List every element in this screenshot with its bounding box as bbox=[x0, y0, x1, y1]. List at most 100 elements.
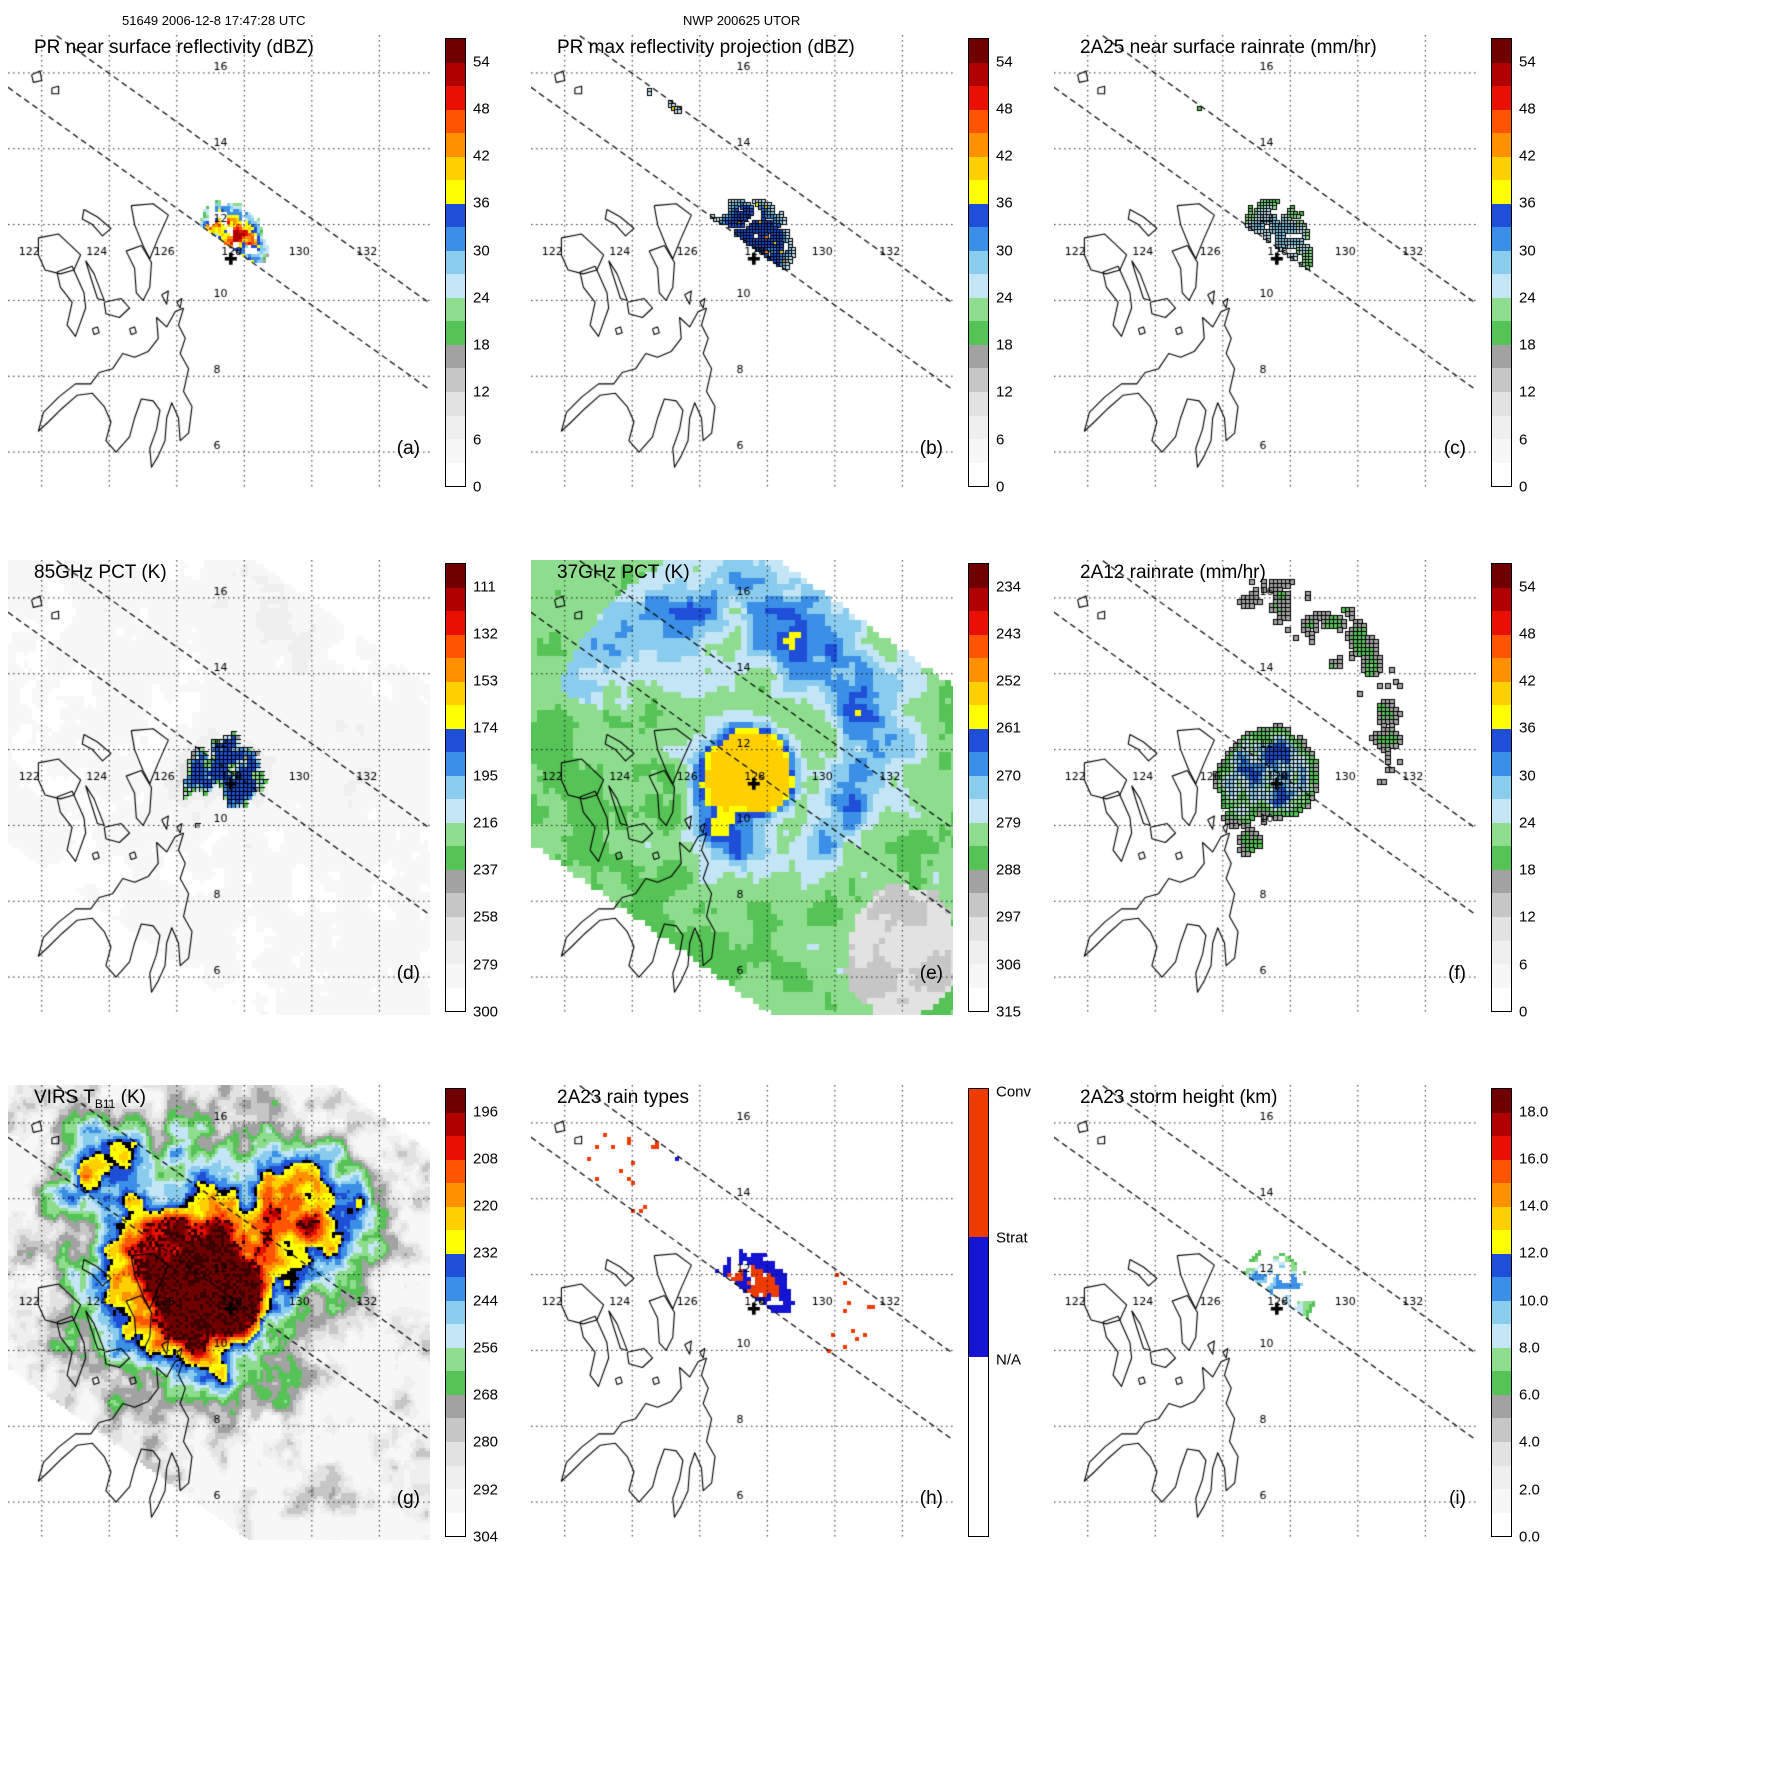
colorbar-tick-label: 4.0 bbox=[1519, 1433, 1540, 1451]
panel-title-text: PR near surface reflectivity (dBZ) bbox=[34, 37, 314, 58]
colorbar-segment bbox=[1492, 39, 1511, 63]
colorbar-tick-label: 12 bbox=[996, 383, 1013, 401]
colorbar-segment bbox=[1492, 1465, 1511, 1490]
colorbar-segment bbox=[1492, 344, 1511, 369]
panel-c: 2A25 near surface rainrate (mm/hr) (c) 54 4… bbox=[1054, 35, 1584, 505]
colorbar-tick-label: Conv bbox=[996, 1083, 1032, 1101]
colorbar-segment bbox=[969, 109, 988, 134]
colorbar-tick-label: 256 bbox=[473, 1339, 499, 1357]
colorbar-segment bbox=[446, 391, 465, 416]
colorbar-tick-label: 132 bbox=[473, 625, 499, 643]
colorbar-tick-label: 216 bbox=[473, 814, 499, 832]
colorbar-tick-label: 12.0 bbox=[1519, 1244, 1549, 1262]
colorbar-segment bbox=[969, 775, 988, 800]
panel-title: 2A23 storm height (km) bbox=[1080, 1087, 1277, 1111]
colorbar-tick-label: 30 bbox=[1519, 242, 1536, 260]
panel-title-text: 2A12 rainrate (mm/hr) bbox=[1080, 562, 1266, 583]
colorbar-segment bbox=[1492, 439, 1511, 463]
colorbar-segment bbox=[1492, 964, 1511, 988]
panel-letter: (h) bbox=[919, 1488, 943, 1509]
panel-title-text: 2A23 rain types bbox=[557, 1087, 690, 1108]
colorbar-segment bbox=[1492, 1253, 1511, 1278]
panel-title-subscript: B11 bbox=[94, 1096, 116, 1111]
colorbar-tick-label: 24 bbox=[473, 289, 490, 307]
colorbar-segment bbox=[446, 587, 465, 612]
colorbar-segment bbox=[446, 439, 465, 463]
panel-title-text: VIRS T bbox=[34, 1087, 95, 1108]
colorbar-segment bbox=[969, 156, 988, 181]
colorbar-tick-label: 196 bbox=[473, 1103, 499, 1121]
colorbar-segment bbox=[446, 1277, 465, 1301]
panel-letter: (c) bbox=[1443, 438, 1466, 459]
panel-title: 2A12 rainrate (mm/hr) bbox=[1080, 562, 1266, 586]
colorbar-tick-label: 111 bbox=[473, 578, 496, 596]
colorbar-tick-label: 24 bbox=[1519, 814, 1536, 832]
colorbar-segment bbox=[446, 1371, 465, 1395]
colorbar-tick-label: 12 bbox=[473, 383, 490, 401]
map-canvas-h bbox=[531, 1085, 953, 1540]
colorbar-segment bbox=[446, 1183, 465, 1207]
colorbar-segment bbox=[446, 611, 465, 635]
colorbar-segment bbox=[1492, 1394, 1511, 1419]
colorbar-segment bbox=[969, 822, 988, 847]
colorbar-segment bbox=[446, 274, 465, 298]
colorbar-tick-label: 288 bbox=[996, 861, 1022, 879]
colorbar-segment bbox=[446, 86, 465, 110]
panel-g: VIRS TB11 (K) (g) 196 208 220 232 244 256 268 280… bbox=[8, 1085, 538, 1555]
colorbar-segment bbox=[969, 321, 988, 345]
colorbar-segment bbox=[969, 799, 988, 823]
panel-letter: (e) bbox=[919, 963, 943, 984]
colorbar-tick-label: 279 bbox=[996, 814, 1022, 832]
colorbar-tick-label: 0 bbox=[1519, 1003, 1528, 1021]
colorbar-tick-label: 270 bbox=[996, 767, 1022, 785]
colorbar-tick-label: 252 bbox=[996, 672, 1022, 690]
colorbar-tick-label: 237 bbox=[473, 861, 499, 879]
colorbar-segment bbox=[1492, 1136, 1511, 1160]
colorbar-segment bbox=[969, 1089, 988, 1237]
colorbar-tick-label: 24 bbox=[1519, 289, 1536, 307]
colorbar-segment bbox=[969, 705, 988, 729]
map-canvas-a bbox=[8, 35, 430, 490]
colorbar-tick-label: 30 bbox=[1519, 767, 1536, 785]
colorbar-segment bbox=[446, 893, 465, 917]
colorbar-d bbox=[445, 563, 466, 1012]
colorbar-segment bbox=[969, 587, 988, 612]
colorbar-segment bbox=[446, 1089, 465, 1113]
colorbar-segment bbox=[1492, 587, 1511, 612]
colorbar-tick-label: 6 bbox=[996, 431, 1005, 449]
colorbar-tick-label: 304 bbox=[473, 1528, 499, 1546]
colorbar-tick-label: 174 bbox=[473, 719, 499, 737]
colorbar-segment bbox=[969, 274, 988, 298]
colorbar-segment bbox=[1492, 1512, 1511, 1537]
colorbar-tick-label: 14.0 bbox=[1519, 1197, 1549, 1215]
colorbar-segment bbox=[1492, 1206, 1511, 1231]
panel-title-text: 2A23 storm height (km) bbox=[1080, 1087, 1278, 1108]
panel-letter: (d) bbox=[396, 963, 420, 984]
colorbar-segment bbox=[446, 1394, 465, 1419]
colorbar-tick-label: 0.0 bbox=[1519, 1528, 1540, 1546]
colorbar-segment bbox=[446, 752, 465, 776]
colorbar-segment bbox=[1492, 297, 1511, 322]
colorbar-tick-label: 6.0 bbox=[1519, 1386, 1540, 1404]
colorbar-segment bbox=[969, 728, 988, 753]
colorbar-segment bbox=[1492, 775, 1511, 800]
colorbar-segment bbox=[446, 916, 465, 941]
colorbar-tick-label: 48 bbox=[473, 100, 490, 118]
panel-letter: (g) bbox=[396, 1488, 420, 1509]
colorbar-tick-label: 54 bbox=[1519, 578, 1536, 596]
colorbar-segment bbox=[446, 822, 465, 847]
panel-title: VIRS TB11 (K) bbox=[34, 1087, 146, 1111]
colorbar-tick-label: 6 bbox=[1519, 431, 1528, 449]
colorbar-segment bbox=[446, 368, 465, 392]
colorbar-segment bbox=[969, 391, 988, 416]
colorbar-segment bbox=[1492, 1489, 1511, 1513]
map-canvas-f bbox=[1054, 560, 1476, 1015]
colorbar-tick-label: N/A bbox=[996, 1351, 1022, 1369]
colorbar-tick-label: 16.0 bbox=[1519, 1150, 1549, 1168]
panel-title: 2A23 rain types bbox=[557, 1087, 689, 1111]
colorbar-segment bbox=[446, 133, 465, 157]
colorbar-tick-label: 30 bbox=[473, 242, 490, 260]
colorbar-segment bbox=[446, 415, 465, 440]
colorbar-segment bbox=[1492, 658, 1511, 682]
colorbar-segment bbox=[446, 1300, 465, 1325]
